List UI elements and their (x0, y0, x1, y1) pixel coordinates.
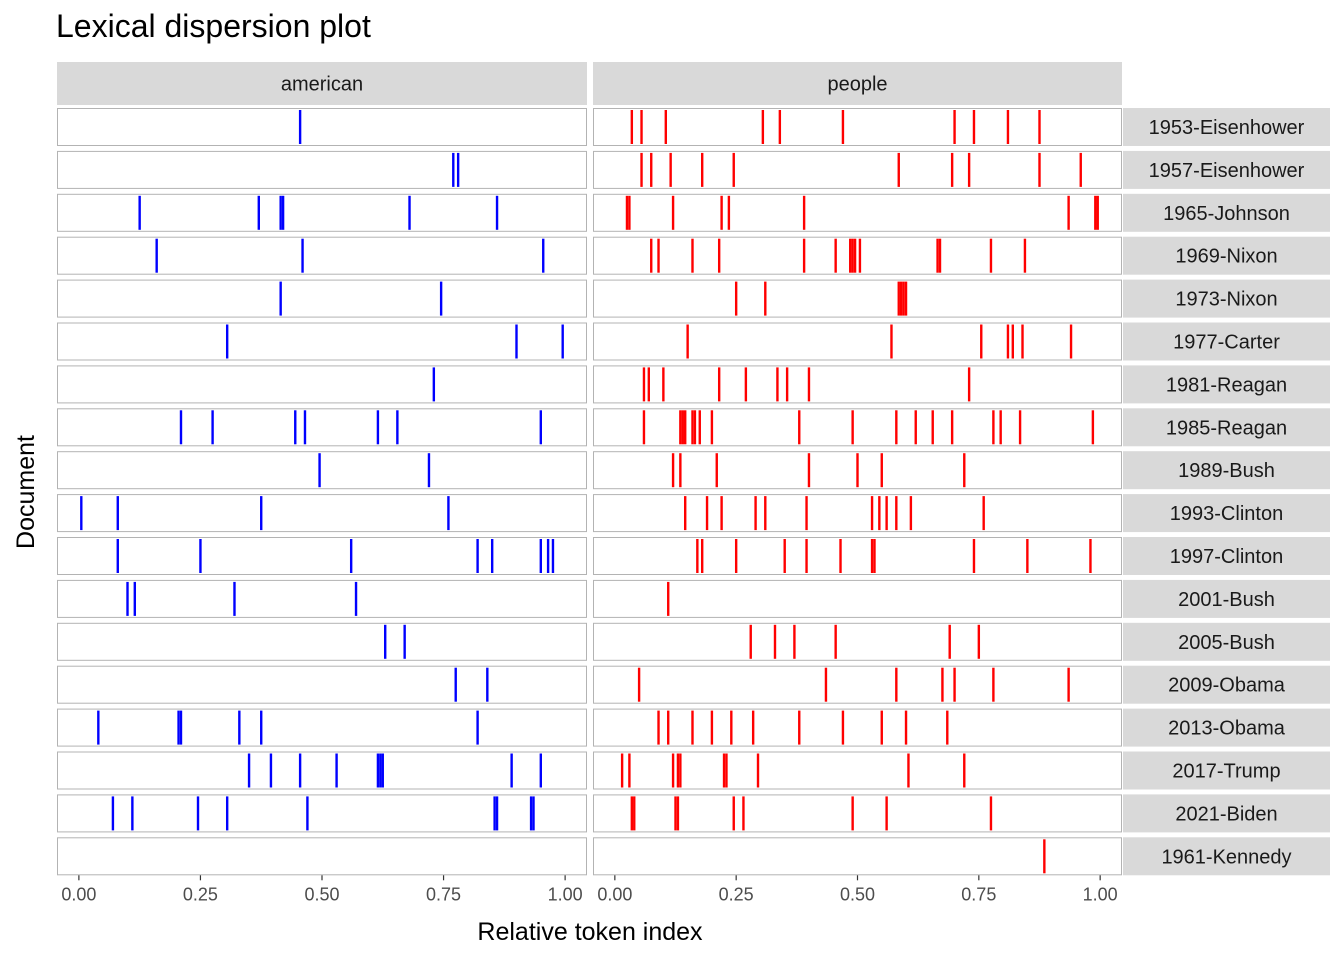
row-label: 1989-Bush (1178, 460, 1275, 482)
panel-people-2021-Biden (593, 794, 1122, 833)
panel-people-1965-Johnson (593, 193, 1122, 232)
panel-american-2013-Obama (57, 708, 587, 747)
row-label: 2005-Bush (1178, 632, 1275, 654)
x-tick-label: 0.00 (597, 884, 632, 904)
row-label: 1953-Eisenhower (1149, 117, 1305, 139)
panel-people-1997-Clinton (593, 537, 1122, 575)
row-strip-1973-Nixon (1123, 279, 1330, 318)
row-strip-1985-Reagan (1123, 408, 1330, 447)
panel-american-1981-Reagan (57, 365, 587, 404)
row-label: 1993-Clinton (1170, 503, 1283, 525)
x-axis-title: Relative token index (477, 918, 703, 946)
y-axis-title: Document (12, 435, 40, 549)
x-tick-label: 0.25 (719, 884, 754, 904)
row-strip-2005-Bush (1123, 622, 1330, 661)
row-label: 2013-Obama (1168, 718, 1286, 740)
row-label: 1981-Reagan (1166, 374, 1287, 396)
panel-american-1989-Bush (57, 451, 587, 490)
x-axes: 0.00 0.25 0.50 0.75 1.00 0.00 0.25 0.50 0.75 1.00 (61, 875, 1118, 904)
row-label: 1997-Clinton (1170, 546, 1283, 568)
row-strip-1957-Eisenhower (1123, 150, 1330, 189)
row-label: 1965-Johnson (1163, 203, 1290, 225)
row-strip-1981-Reagan (1123, 365, 1330, 404)
row-strip-1977-Carter (1123, 322, 1330, 361)
panel-american-1993-Clinton (57, 494, 587, 533)
row-strip-2001-Bush (1123, 579, 1330, 618)
row-label: 1973-Nixon (1175, 289, 1277, 311)
x-tick-label: 1.00 (1083, 884, 1118, 904)
panel-american-1977-Carter (57, 322, 587, 361)
panel-american-1969-Nixon (57, 236, 587, 275)
row-strip-1969-Nixon (1123, 236, 1330, 275)
panel-american-2001-Bush (57, 579, 587, 618)
panel-people-2013-Obama (593, 708, 1122, 747)
row-label: 1957-Eisenhower (1149, 160, 1305, 182)
row-label: 1977-Carter (1173, 332, 1280, 354)
panel-people-1969-Nixon (593, 236, 1122, 275)
panel-people-2009-Obama (593, 665, 1122, 704)
row-strip-2017-Trump (1123, 751, 1330, 790)
x-tick-label: 0.75 (961, 884, 996, 904)
row-label: 2021-Biden (1175, 803, 1277, 825)
panel-people-1953-Eisenhower (593, 108, 1122, 146)
row-label: 1969-Nixon (1175, 246, 1277, 268)
panel-people-1961-Kennedy (593, 837, 1122, 876)
facet-label-american: american (281, 74, 363, 96)
panel-american-2005-Bush (57, 622, 587, 661)
row-label: 2009-Obama (1168, 675, 1286, 697)
facet-strip-american (57, 62, 587, 105)
panels (57, 108, 1122, 876)
row-strip-2009-Obama (1123, 665, 1330, 704)
panel-american-1957-Eisenhower (57, 150, 587, 189)
panel-american-1953-Eisenhower (57, 108, 587, 146)
row-strip-2013-Obama (1123, 708, 1330, 747)
panel-american-1965-Johnson (57, 193, 587, 232)
x-tick-label: 0.50 (304, 884, 339, 904)
facet-strips: american people 1953-Eisenhower 1957-Eisenh… (57, 62, 1330, 876)
x-tick-label: 1.00 (548, 884, 583, 904)
facet-label-people: people (827, 74, 887, 96)
row-label: 2001-Bush (1178, 589, 1275, 611)
row-strip-1961-Kennedy (1123, 837, 1330, 876)
facet-strip-people (593, 62, 1122, 105)
panel-people-1981-Reagan (593, 365, 1122, 404)
panel-people-1957-Eisenhower (593, 150, 1122, 189)
row-strip-1989-Bush (1123, 451, 1330, 490)
x-tick-label: 0.75 (426, 884, 461, 904)
row-label: 2017-Trump (1172, 761, 1280, 783)
panel-american-2009-Obama (57, 665, 587, 704)
row-strip-1965-Johnson (1123, 193, 1330, 232)
panel-people-2001-Bush (593, 579, 1122, 618)
row-label: 1961-Kennedy (1161, 846, 1291, 868)
row-strip-1953-Eisenhower (1123, 108, 1330, 146)
row-strip-1993-Clinton (1123, 494, 1330, 533)
panel-people-1977-Carter (593, 322, 1122, 361)
chart-title: Lexical dispersion plot (56, 8, 371, 44)
x-tick-label: 0.50 (840, 884, 875, 904)
row-strip-2021-Biden (1123, 794, 1330, 833)
row-label: 1985-Reagan (1166, 417, 1287, 439)
panel-people-1993-Clinton (593, 494, 1122, 533)
panel-people-1985-Reagan (593, 408, 1122, 447)
row-strip-1997-Clinton (1123, 537, 1330, 575)
panel-american-2021-Biden (57, 794, 587, 833)
panel-american-1985-Reagan (57, 408, 587, 447)
panel-american-1973-Nixon (57, 279, 587, 318)
panel-people-1973-Nixon (593, 279, 1122, 318)
panel-american-2017-Trump (57, 751, 587, 790)
token-marks (80, 110, 1099, 874)
panel-american-1961-Kennedy (57, 837, 587, 876)
panel-american-1997-Clinton (57, 537, 587, 575)
x-tick-label: 0.00 (61, 884, 96, 904)
panel-people-2005-Bush (593, 622, 1122, 661)
x-tick-label: 0.25 (183, 884, 218, 904)
